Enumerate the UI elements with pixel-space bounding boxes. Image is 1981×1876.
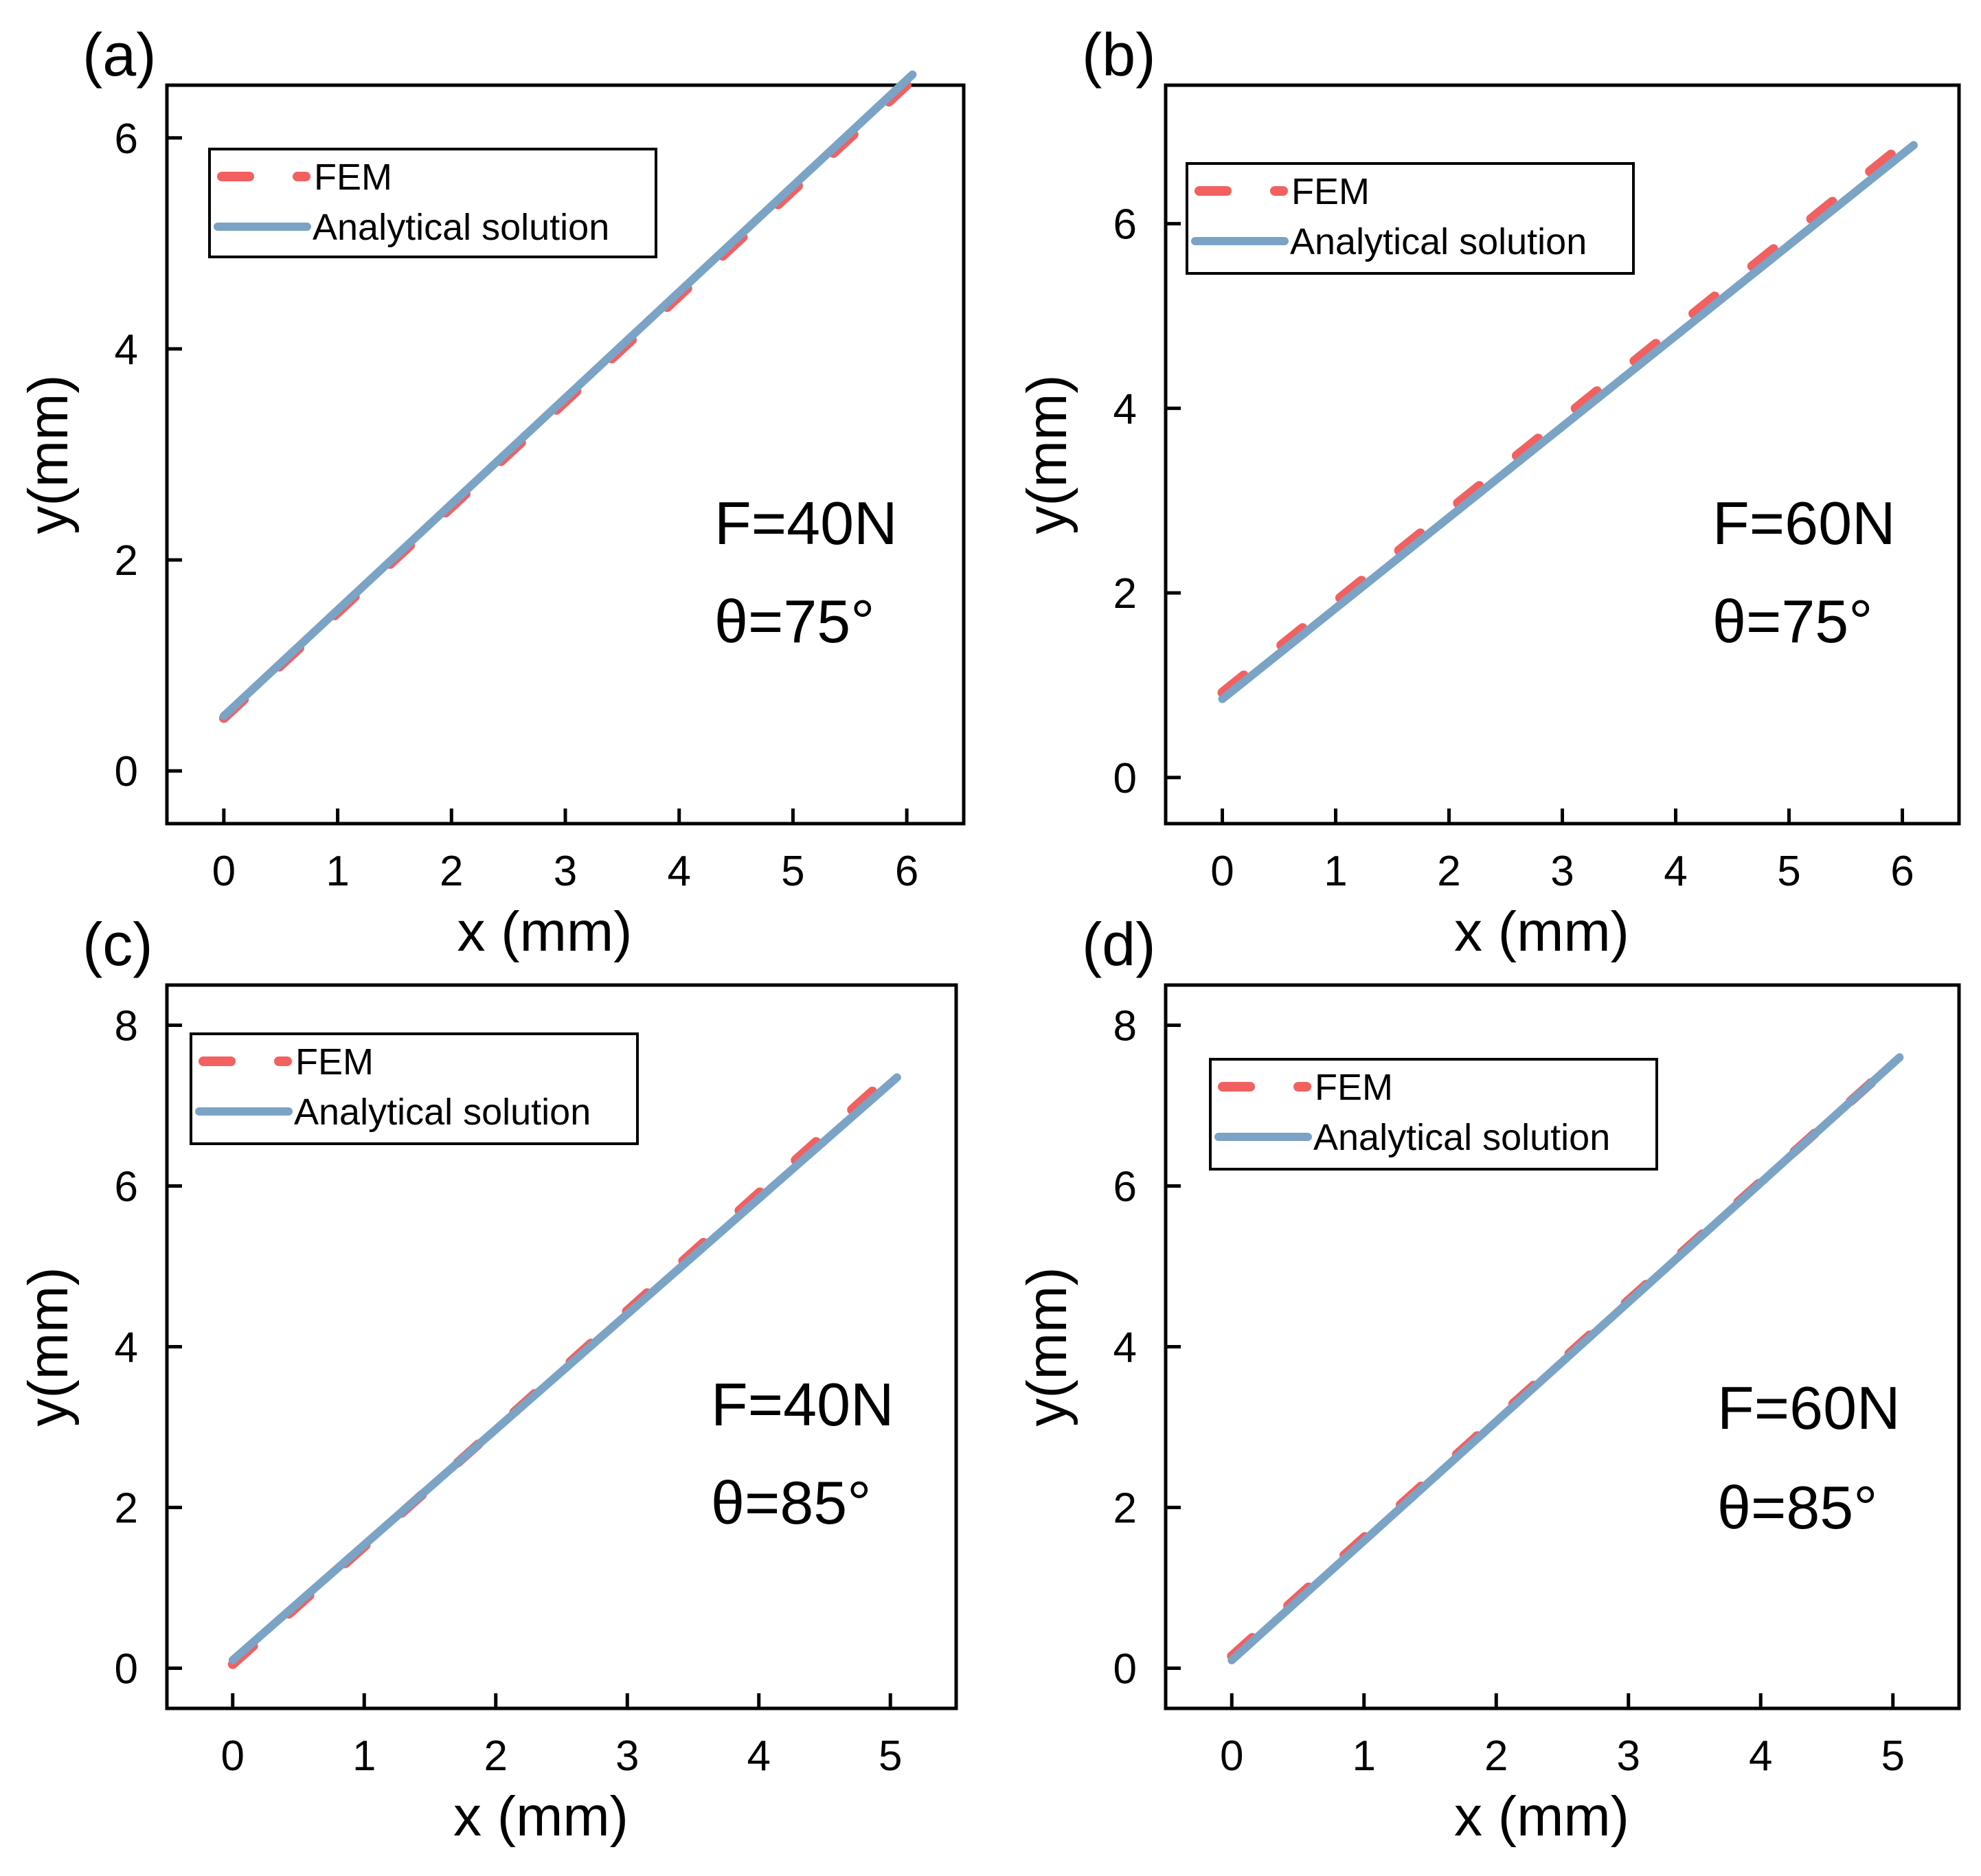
annotation-angle: θ=85° (711, 1469, 871, 1537)
y-axis-title: y(mm) (1016, 374, 1078, 534)
annotation-force: F=60N (1712, 489, 1896, 557)
x-tick-label: 4 (667, 848, 690, 895)
chart-panel: (a) 0 1 2 3 4 5 6 0 2 4 6 x (mm) y(mm) F=40N θ=75° FEM An… (17, 21, 966, 963)
x-tick-label: 1 (1352, 1732, 1376, 1780)
y-tick-label: 8 (115, 1003, 138, 1050)
x-tick-label: 3 (1617, 1732, 1640, 1780)
annotation-angle: θ=85° (1717, 1473, 1877, 1541)
analytical-series-line (1218, 141, 1918, 703)
x-tick-label: 5 (1777, 848, 1800, 895)
y-tick-label: 0 (115, 748, 138, 795)
y-tick-label: 4 (115, 326, 138, 374)
x-tick-label: 5 (1881, 1732, 1905, 1780)
y-tick-label: 4 (115, 1324, 138, 1372)
analytical-series-line (228, 1073, 901, 1664)
panel-label: (c) (82, 910, 153, 978)
analytical-series-line (219, 70, 917, 721)
x-tick-label: 4 (747, 1732, 771, 1780)
legend-box (1186, 162, 1635, 275)
y-tick-label: 0 (115, 1646, 138, 1693)
annotation-angle: θ=75° (1712, 587, 1872, 655)
chart-panel: (d) 0 1 2 3 4 5 0 2 4 6 8 x (mm) y(mm) F=60N θ=85° FEM An… (1016, 910, 1961, 1848)
y-tick-label: 2 (115, 1485, 138, 1533)
annotation-force: F=40N (711, 1370, 894, 1438)
x-tick-label: 3 (615, 1732, 639, 1780)
y-tick-label: 4 (1113, 1324, 1137, 1372)
legend-fem-label: FEM (1315, 1067, 1393, 1108)
legend-box (208, 148, 657, 258)
x-tick-label: 5 (781, 848, 804, 895)
x-tick-label: 1 (326, 848, 349, 895)
x-axis-title: x (mm) (453, 1785, 629, 1848)
x-tick-label: 5 (879, 1732, 902, 1780)
legend-analytical-label: Analytical solution (1290, 221, 1587, 262)
x-tick-label: 2 (1437, 848, 1460, 895)
y-axis-title: y(mm) (1016, 1267, 1078, 1426)
x-tick-label: 1 (352, 1732, 376, 1780)
legend-analytical-label: Analytical solution (313, 207, 609, 248)
analytical-series-line (1227, 1053, 1904, 1664)
y-tick-label: 4 (1113, 385, 1137, 433)
x-tick-label: 6 (895, 848, 918, 895)
legend-fem-label: FEM (1291, 171, 1370, 212)
panel-label: (a) (82, 21, 157, 89)
panel-label: (b) (1082, 21, 1156, 89)
annotation-force: F=60N (1717, 1374, 1901, 1442)
y-tick-label: 6 (115, 115, 138, 163)
y-axis-title: y(mm) (17, 1267, 80, 1426)
x-tick-label: 0 (221, 1732, 245, 1780)
chart-panel: (c) 0 1 2 3 4 5 0 2 4 6 8 x (mm) y(mm) F=40N θ=85° FEM An… (17, 910, 958, 1848)
legend-fem-label: FEM (295, 1041, 374, 1083)
y-tick-label: 0 (1113, 1646, 1137, 1693)
y-tick-label: 8 (1113, 1003, 1137, 1050)
legend-fem-label: FEM (314, 157, 392, 198)
y-tick-label: 6 (1113, 1164, 1137, 1211)
y-axis-title: y(mm) (17, 374, 80, 534)
panel-label: (d) (1082, 910, 1156, 978)
x-tick-label: 1 (1324, 848, 1347, 895)
x-tick-label: 4 (1664, 848, 1687, 895)
x-tick-label: 0 (212, 848, 236, 895)
legend-analytical-label: Analytical solution (1313, 1117, 1610, 1158)
x-tick-label: 3 (1550, 848, 1574, 895)
y-tick-label: 2 (1113, 1485, 1137, 1533)
annotation-angle: θ=75° (714, 587, 874, 655)
x-tick-label: 2 (1484, 1732, 1508, 1780)
y-tick-label: 0 (1113, 755, 1137, 802)
legend-box (1209, 1058, 1658, 1171)
x-tick-label: 4 (1749, 1732, 1772, 1780)
x-tick-label: 0 (1210, 848, 1234, 895)
x-axis-title: x (mm) (457, 901, 632, 963)
annotation-force: F=40N (714, 489, 898, 557)
y-tick-label: 6 (115, 1164, 138, 1211)
x-tick-label: 3 (554, 848, 577, 895)
x-axis-title: x (mm) (1454, 901, 1629, 963)
chart-panel: (b) 0 1 2 3 4 5 6 0 2 4 6 x (mm) y(mm) F=60N θ=75° FEM An… (1016, 21, 1961, 963)
x-tick-label: 2 (440, 848, 463, 895)
y-tick-label: 2 (1113, 570, 1137, 618)
x-tick-label: 0 (1220, 1732, 1243, 1780)
x-axis-title: x (mm) (1454, 1785, 1629, 1848)
y-tick-label: 6 (1113, 201, 1137, 249)
x-tick-label: 2 (484, 1732, 508, 1780)
y-tick-label: 2 (115, 537, 138, 585)
x-tick-label: 6 (1890, 848, 1914, 895)
legend-analytical-label: Analytical solution (294, 1092, 591, 1133)
legend-box (190, 1032, 639, 1145)
